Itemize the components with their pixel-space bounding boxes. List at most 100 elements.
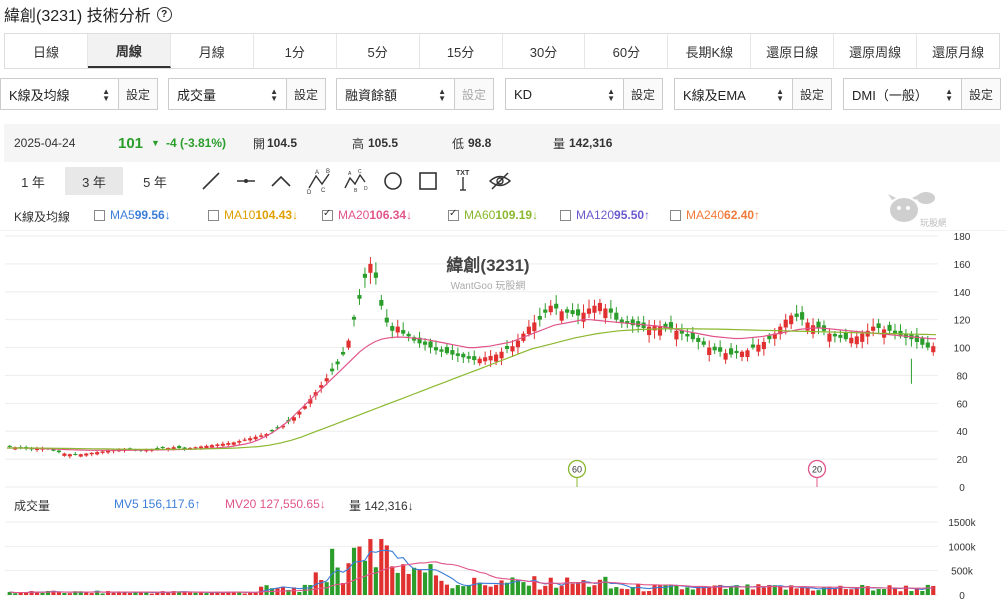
volume-bar xyxy=(843,589,848,595)
circle-tool-icon[interactable] xyxy=(378,167,408,195)
candle-body xyxy=(849,337,854,344)
tab-11[interactable]: 還原月線 xyxy=(932,44,985,60)
indicator-select-5[interactable]: DMI（一般） ▲ ▼ xyxy=(843,78,961,110)
tab-6[interactable]: 30分 xyxy=(503,34,586,68)
ma-item-ma60[interactable]: MA60 109.19↓ xyxy=(448,208,538,222)
volume-bar xyxy=(67,593,72,595)
ma60-line xyxy=(7,328,937,450)
candle-body xyxy=(204,445,209,449)
range-5y-button[interactable]: 5 年 xyxy=(143,174,167,190)
indicator-select-4[interactable]: K線及EMA ▲ ▼ xyxy=(674,78,792,110)
rectangle-tool-icon[interactable] xyxy=(413,167,443,195)
volume-bar xyxy=(537,589,542,595)
settings-button-5[interactable]: 設定 xyxy=(961,78,1001,110)
tab-4[interactable]: 5分 xyxy=(337,34,420,68)
volume-chart[interactable]: 0 500k 1000k 1500k xyxy=(0,512,1006,600)
price-tick-label: 180 xyxy=(954,232,971,243)
candle-body xyxy=(685,333,690,337)
abcd-pattern-icon[interactable]: D A C B xyxy=(304,167,334,195)
volume-bar xyxy=(882,589,887,595)
settings-button-1[interactable]: 設定 xyxy=(286,78,326,110)
candle-body xyxy=(647,326,652,336)
candle-body xyxy=(499,351,504,359)
volume-bar xyxy=(373,567,378,595)
volume-bar xyxy=(832,588,837,595)
settings-button-0[interactable]: 設定 xyxy=(118,78,158,110)
candle-body xyxy=(472,356,477,361)
candle-body xyxy=(84,453,89,456)
volume-bar xyxy=(554,587,559,595)
range-3y-button[interactable]: 3 年 xyxy=(65,167,123,195)
candle-body xyxy=(269,430,275,432)
indicator-select-1[interactable]: 成交量 ▲ ▼ xyxy=(168,78,286,110)
ma-checkbox[interactable] xyxy=(560,209,571,221)
quote-change: -4 (-3.81%) xyxy=(166,136,227,150)
tab-0[interactable]: 日線 xyxy=(5,34,88,68)
candle-body xyxy=(510,346,515,352)
ma-checkbox[interactable] xyxy=(448,208,459,221)
hide-drawings-icon[interactable] xyxy=(485,167,515,195)
indicator-select-value: DMI（一般） xyxy=(852,87,928,103)
candle-body xyxy=(51,449,56,451)
indicator-select-2[interactable]: 融資餘額 ▲ ▼ xyxy=(336,78,454,110)
volume-bar xyxy=(40,592,45,595)
settings-button-3[interactable]: 設定 xyxy=(623,78,663,110)
candle-body xyxy=(368,263,373,273)
volume-bar xyxy=(428,564,433,595)
tab-7[interactable]: 60分 xyxy=(585,34,669,68)
line-tool-icon[interactable] xyxy=(196,167,226,195)
ma-checkbox[interactable] xyxy=(670,209,681,221)
ma-checkbox[interactable] xyxy=(94,209,105,221)
horizontal-line-icon[interactable] xyxy=(231,167,261,195)
indicator-select-3[interactable]: KD ▲ ▼ xyxy=(505,78,623,110)
volume-bar xyxy=(51,590,56,595)
candle-body xyxy=(756,344,761,352)
ma-item-ma240[interactable]: MA240 62.40↑ xyxy=(670,208,760,222)
tab-5[interactable]: 15分 xyxy=(420,34,503,68)
candle-body xyxy=(308,399,313,404)
volume-tick-label: 500k xyxy=(951,567,974,578)
ma-checkbox[interactable] xyxy=(208,209,219,221)
candle-body xyxy=(384,317,389,323)
indicator-select-0[interactable]: K線及均線 ▲ ▼ xyxy=(0,78,118,110)
volume-bar xyxy=(690,589,695,595)
price-chart[interactable]: 0 20 40 60 80 100 120 140 160 180 緯創(3231) WantGoo … xyxy=(0,230,1006,492)
settings-button-4[interactable]: 設定 xyxy=(792,78,832,110)
abcd-wave-icon[interactable]: A B C D xyxy=(341,167,371,195)
volume-bar xyxy=(619,588,624,595)
ma-item-ma20[interactable]: MA20 106.34↓ xyxy=(322,208,412,222)
volume-bar xyxy=(592,585,597,595)
peak-line-icon[interactable] xyxy=(266,167,296,195)
ma-checkbox[interactable] xyxy=(322,208,333,221)
candle-body xyxy=(209,445,215,448)
text-tool-icon[interactable]: TXT xyxy=(448,167,478,195)
tab-8[interactable]: 長期K線 xyxy=(668,34,752,68)
tab-3[interactable]: 1分 xyxy=(254,34,337,68)
candle-body xyxy=(346,340,351,348)
ma-item-ma5[interactable]: MA5 99.56↓ xyxy=(94,208,171,222)
volume-bar xyxy=(756,584,761,595)
candle-body xyxy=(406,333,411,337)
svg-text:A: A xyxy=(348,171,352,177)
range-1y-button[interactable]: 1 年 xyxy=(21,174,45,190)
volume-bar xyxy=(663,585,668,595)
ma-item-ma10[interactable]: MA10 104.43↓ xyxy=(208,208,298,222)
volume-bar xyxy=(679,589,684,595)
volume-bar xyxy=(204,593,209,595)
candle-body xyxy=(144,450,149,452)
tab-10[interactable]: 還原周線 xyxy=(834,34,918,68)
candle-body xyxy=(690,332,695,340)
candle-body xyxy=(603,308,608,319)
help-icon[interactable]: ? xyxy=(156,6,172,22)
candle-body xyxy=(182,447,187,449)
volume-bar xyxy=(652,585,657,595)
volume-bar xyxy=(127,592,133,595)
volume-bar xyxy=(56,592,61,595)
tab-1[interactable]: 周線 xyxy=(87,34,171,68)
candle-body xyxy=(794,313,799,317)
settings-button-2[interactable]: 設定 xyxy=(454,78,494,110)
volume-bar xyxy=(24,592,29,595)
ma-item-ma120[interactable]: MA120 95.50↑ xyxy=(560,208,650,222)
tab-9[interactable]: 還原日線 xyxy=(751,34,835,68)
tab-2[interactable]: 月線 xyxy=(171,34,254,68)
